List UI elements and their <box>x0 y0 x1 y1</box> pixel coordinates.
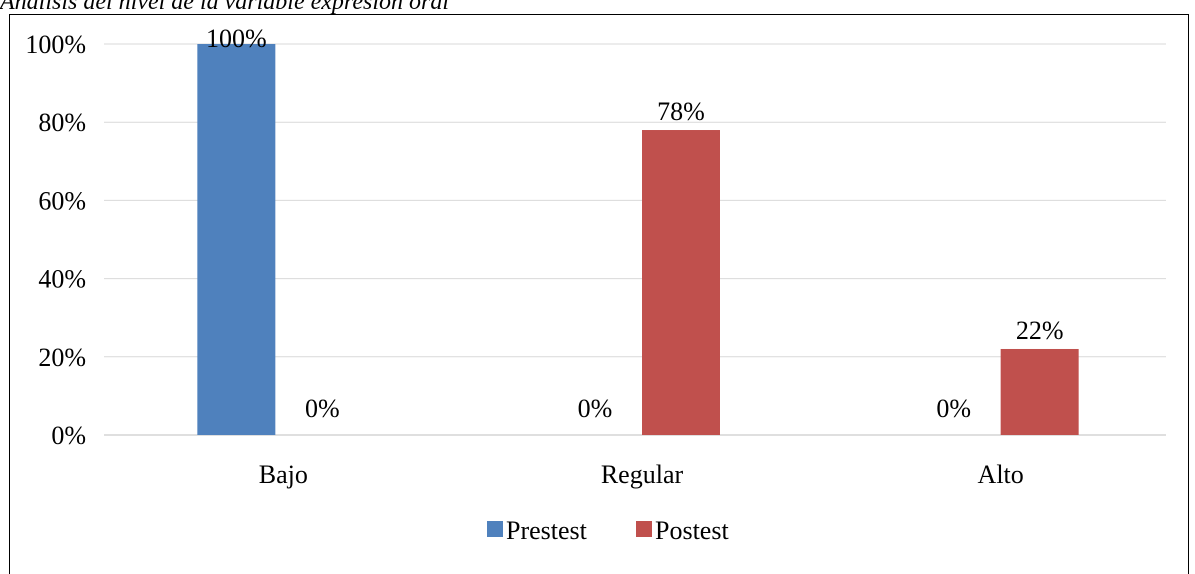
legend-label: Prestest <box>506 516 588 545</box>
data-label: 0% <box>578 394 613 423</box>
y-tick-label: 0% <box>51 421 86 450</box>
bars <box>197 44 1079 435</box>
bar <box>197 44 276 435</box>
gridlines <box>104 43 1166 436</box>
chart-frame <box>9 14 1189 574</box>
y-tick-label: 40% <box>38 265 86 294</box>
chart-title: Análisis del nivel de la variable expres… <box>0 0 450 15</box>
data-labels: 100% 0% 0% 0% 78% 22% <box>206 24 1064 423</box>
data-label: 78% <box>657 97 705 126</box>
y-axis: 0% 20% 40% 60% 80% 100% <box>25 30 86 450</box>
x-tick-label: Bajo <box>259 460 308 489</box>
y-tick-label: 60% <box>38 186 86 215</box>
legend-swatch <box>636 521 652 537</box>
data-label: 0% <box>305 394 340 423</box>
x-tick-label: Alto <box>978 460 1024 489</box>
data-label: 0% <box>936 394 971 423</box>
legend: Prestest Postest <box>487 516 729 545</box>
y-tick-label: 80% <box>38 108 86 137</box>
legend-label: Postest <box>655 516 729 545</box>
y-tick-label: 100% <box>25 30 86 59</box>
data-label: 22% <box>1016 316 1064 345</box>
bar <box>1000 348 1079 435</box>
y-tick-label: 20% <box>38 343 86 372</box>
legend-swatch <box>487 521 503 537</box>
x-tick-label: Regular <box>601 460 684 489</box>
data-label: 100% <box>206 24 267 53</box>
x-axis: Bajo Regular Alto <box>259 460 1024 489</box>
bar <box>642 130 720 435</box>
